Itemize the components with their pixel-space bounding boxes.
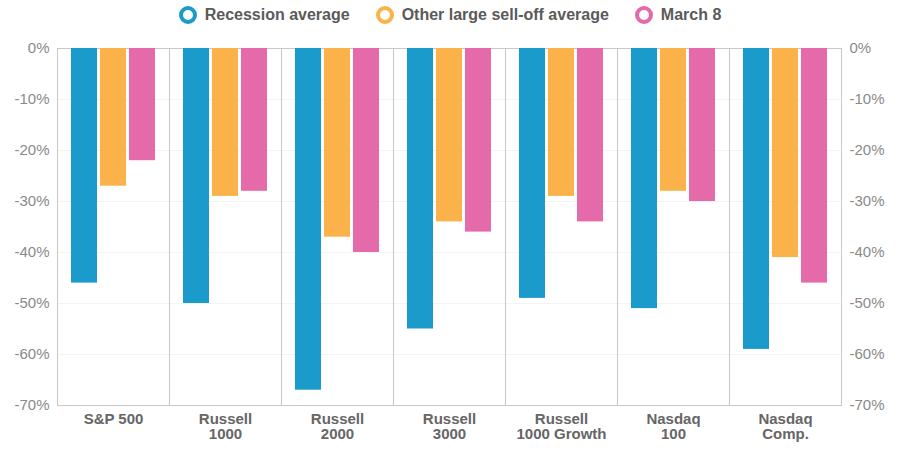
svg-text:-50%: -50% [850,294,885,311]
svg-text:-40%: -40% [850,243,885,260]
svg-text:-70%: -70% [850,396,885,413]
svg-text:-60%: -60% [14,345,49,362]
svg-text:Russell2000: Russell2000 [311,410,364,442]
html-text:Recession average: Recession average [204,6,350,23]
svg-text:Russell3000: Russell3000 [423,410,476,442]
html-text:Other large sell-off average: Other large sell-off average [401,6,609,23]
svg-text:-70%: -70% [14,396,49,413]
svg-text:-60%: -60% [850,345,885,362]
html-text:March 8: March 8 [660,6,722,23]
svg-text:-20%: -20% [14,141,49,158]
svg-text:-30%: -30% [14,192,49,209]
svg-text:0%: 0% [850,39,872,56]
svg-text:-10%: -10% [14,90,49,107]
svg-text:-30%: -30% [850,192,885,209]
svg-text:0%: 0% [28,39,50,56]
svg-text:NasdaqComp.: NasdaqComp. [758,410,812,442]
svg-text:-20%: -20% [850,141,885,158]
svg-text:-40%: -40% [14,243,49,260]
svg-text:-50%: -50% [14,294,49,311]
svg-text:Nasdaq100: Nasdaq100 [646,410,700,442]
svg-text:-10%: -10% [850,90,885,107]
svg-text:Russell1000 Growth: Russell1000 Growth [516,410,606,442]
svg-text:S&P 500: S&P 500 [84,410,144,427]
svg-text:Russell1000: Russell1000 [199,410,252,442]
